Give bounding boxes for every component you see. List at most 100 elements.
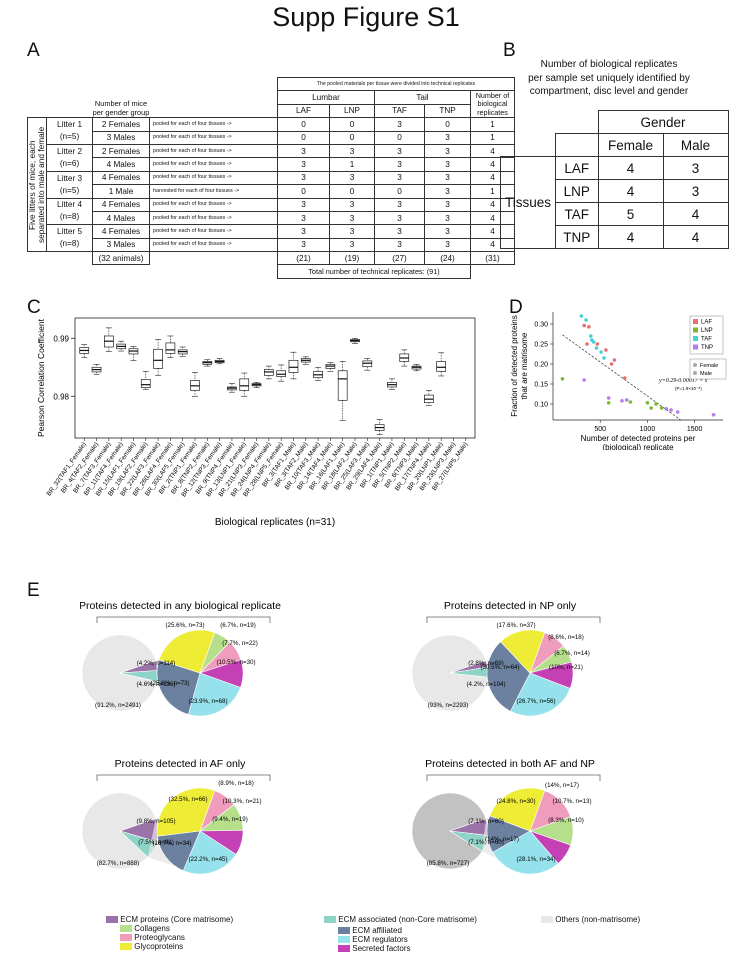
replicate-count: 3 bbox=[374, 210, 425, 226]
replicate-count: 3 bbox=[424, 130, 471, 145]
replicate-count: 3 bbox=[277, 210, 330, 226]
replicate-count: 3 bbox=[329, 143, 375, 159]
group-cell: 1 Male bbox=[92, 184, 150, 199]
scatter-point bbox=[654, 402, 658, 406]
litters-side-label: Five litters of mice, each separated int… bbox=[27, 117, 47, 253]
legend-marker bbox=[693, 371, 697, 375]
total-technical: Total number of technical replicates: (9… bbox=[277, 264, 471, 279]
matrisome-subcategory-slice bbox=[156, 830, 201, 871]
subcategory-label: (8.9%, n=18) bbox=[218, 780, 254, 787]
title-bracket bbox=[96, 774, 271, 781]
box bbox=[153, 339, 163, 376]
y-tick-label: 0.98 bbox=[53, 392, 69, 401]
tissue-name: TNP bbox=[555, 225, 599, 249]
subcategory-label: (23.9%, n=68) bbox=[188, 698, 227, 705]
legend-regulators: ECM regulators bbox=[352, 935, 408, 944]
litter-n: (n=8) bbox=[59, 239, 80, 249]
legend-swatch bbox=[693, 319, 698, 324]
replicate-count: 3 bbox=[374, 117, 425, 132]
legend-swatch bbox=[693, 336, 698, 341]
replicate-count: 3 bbox=[277, 197, 330, 212]
matrisome-subcategory-slice bbox=[187, 672, 241, 717]
replicate-count: 3 bbox=[374, 157, 425, 172]
box bbox=[251, 382, 262, 388]
mice-group-header: Number of mice per gender group bbox=[92, 99, 150, 117]
replicate-count: 0 bbox=[329, 184, 375, 199]
pie-title: Proteins detected in any biological repl… bbox=[80, 600, 281, 612]
legend-associated: ECM associated (non-Core matrisome) bbox=[338, 915, 477, 924]
legend-marker bbox=[693, 363, 697, 367]
legend-label: Female bbox=[700, 363, 718, 369]
design-row: 4 Males pooled for each of four tissues -… bbox=[28, 210, 515, 226]
legend-label: TAF bbox=[701, 337, 712, 343]
panel-label-b: B bbox=[503, 40, 516, 61]
box bbox=[202, 359, 213, 367]
design-row: 3 Males pooled for each of four tissues -… bbox=[28, 237, 515, 253]
legend-proteoglycans: Proteoglycans bbox=[134, 933, 185, 942]
x-tick-label: 1000 bbox=[640, 426, 656, 433]
regression-equation: y=0.29-0.00017 × x bbox=[658, 378, 708, 384]
others-label: (91.2%, n=2491) bbox=[95, 702, 141, 709]
pooling-note: pooled for each of four tissues -> bbox=[149, 130, 278, 145]
matrisome-subcategory-slice bbox=[182, 830, 237, 875]
y-axis-label-line2: that are matrisome bbox=[520, 332, 529, 399]
legend-core: ECM proteins (Core matrisome) bbox=[120, 915, 234, 924]
tissue-name: TAF bbox=[555, 202, 599, 226]
scatter-point bbox=[594, 346, 599, 350]
box bbox=[140, 371, 151, 390]
female-count: 4 bbox=[597, 156, 664, 180]
lnp-header: LNP bbox=[329, 103, 375, 119]
replicate-design-table: The pooled materials per tissue were div… bbox=[27, 76, 515, 279]
replicate-count: 3 bbox=[424, 157, 471, 172]
replicate-count: 0 bbox=[277, 184, 330, 199]
legend-swatch bbox=[693, 344, 698, 350]
replicate-count: 0 bbox=[374, 184, 425, 199]
total-animals: (32 animals) bbox=[92, 251, 150, 266]
group-cell: 4 Males bbox=[92, 210, 150, 226]
replicate-count: 0 bbox=[277, 130, 330, 145]
scatter-point bbox=[582, 323, 586, 328]
matrisome-subcategory-slice bbox=[486, 641, 531, 712]
legend-label: LNP bbox=[701, 328, 713, 334]
box bbox=[227, 383, 237, 393]
replicate-count: 0 bbox=[277, 117, 330, 132]
male-count: 4 bbox=[662, 225, 729, 249]
matrisome-subcategory-slice bbox=[492, 830, 559, 875]
tnp-header: TNP bbox=[424, 103, 471, 119]
replicate-count: 3 bbox=[424, 210, 471, 226]
replicate-count: 3 bbox=[424, 237, 471, 253]
legend-box bbox=[689, 358, 727, 380]
group-cell: 4 Females bbox=[92, 224, 150, 239]
subcategory-label: (8.6%, n=18) bbox=[548, 634, 584, 641]
litter-n: (n=8) bbox=[59, 212, 80, 222]
box bbox=[362, 358, 373, 371]
group-cell: 4 Females bbox=[92, 197, 150, 212]
legend-glycoproteins: Glycoproteins bbox=[134, 942, 184, 951]
tail-header: Tail bbox=[374, 90, 471, 105]
subcategory-label: (14%, n=17) bbox=[485, 836, 519, 843]
matrisome-scatter: 0.10 0.15 0.20 0.25 0.30 500 1000 1500 y=0.29-0.… bbox=[510, 312, 727, 450]
pooling-note: pooled for each of four tissues -> bbox=[149, 157, 278, 172]
litter-name: Litter 1 bbox=[56, 120, 83, 130]
scatter-point bbox=[579, 314, 584, 318]
design-row: Litter 4 (n=8) 4 Females pooled for each of… bbox=[28, 197, 515, 226]
box-iqr bbox=[140, 379, 151, 388]
matrisome-subcategory-slice bbox=[510, 672, 571, 717]
male-count: 4 bbox=[662, 202, 729, 226]
pooling-note: pooled for each of four tissues -> bbox=[149, 117, 278, 132]
legend-label: Male bbox=[700, 371, 712, 377]
female-count: 5 bbox=[597, 202, 664, 226]
legend-label: TNP bbox=[701, 345, 713, 351]
legend-others: Others (non-matrisome) bbox=[555, 915, 641, 924]
panel-label-e: E bbox=[27, 580, 40, 601]
y-tick-label: 0.99 bbox=[53, 334, 69, 343]
y-tick-label: 0.30 bbox=[534, 322, 548, 329]
pooling-note: pooled for each of four tissues -> bbox=[149, 210, 278, 226]
x-axis-label: Biological replicates (n=31) bbox=[215, 517, 335, 528]
total-bio: (31) bbox=[470, 251, 515, 266]
others-label: (82.7%, n=888) bbox=[97, 860, 139, 867]
tissue-row: TNP 4 4 bbox=[501, 225, 729, 249]
replicate-count: 3 bbox=[374, 143, 425, 159]
scatter-point bbox=[582, 378, 586, 382]
design-row: 1 Male harvested for each of four tissues… bbox=[28, 184, 515, 199]
